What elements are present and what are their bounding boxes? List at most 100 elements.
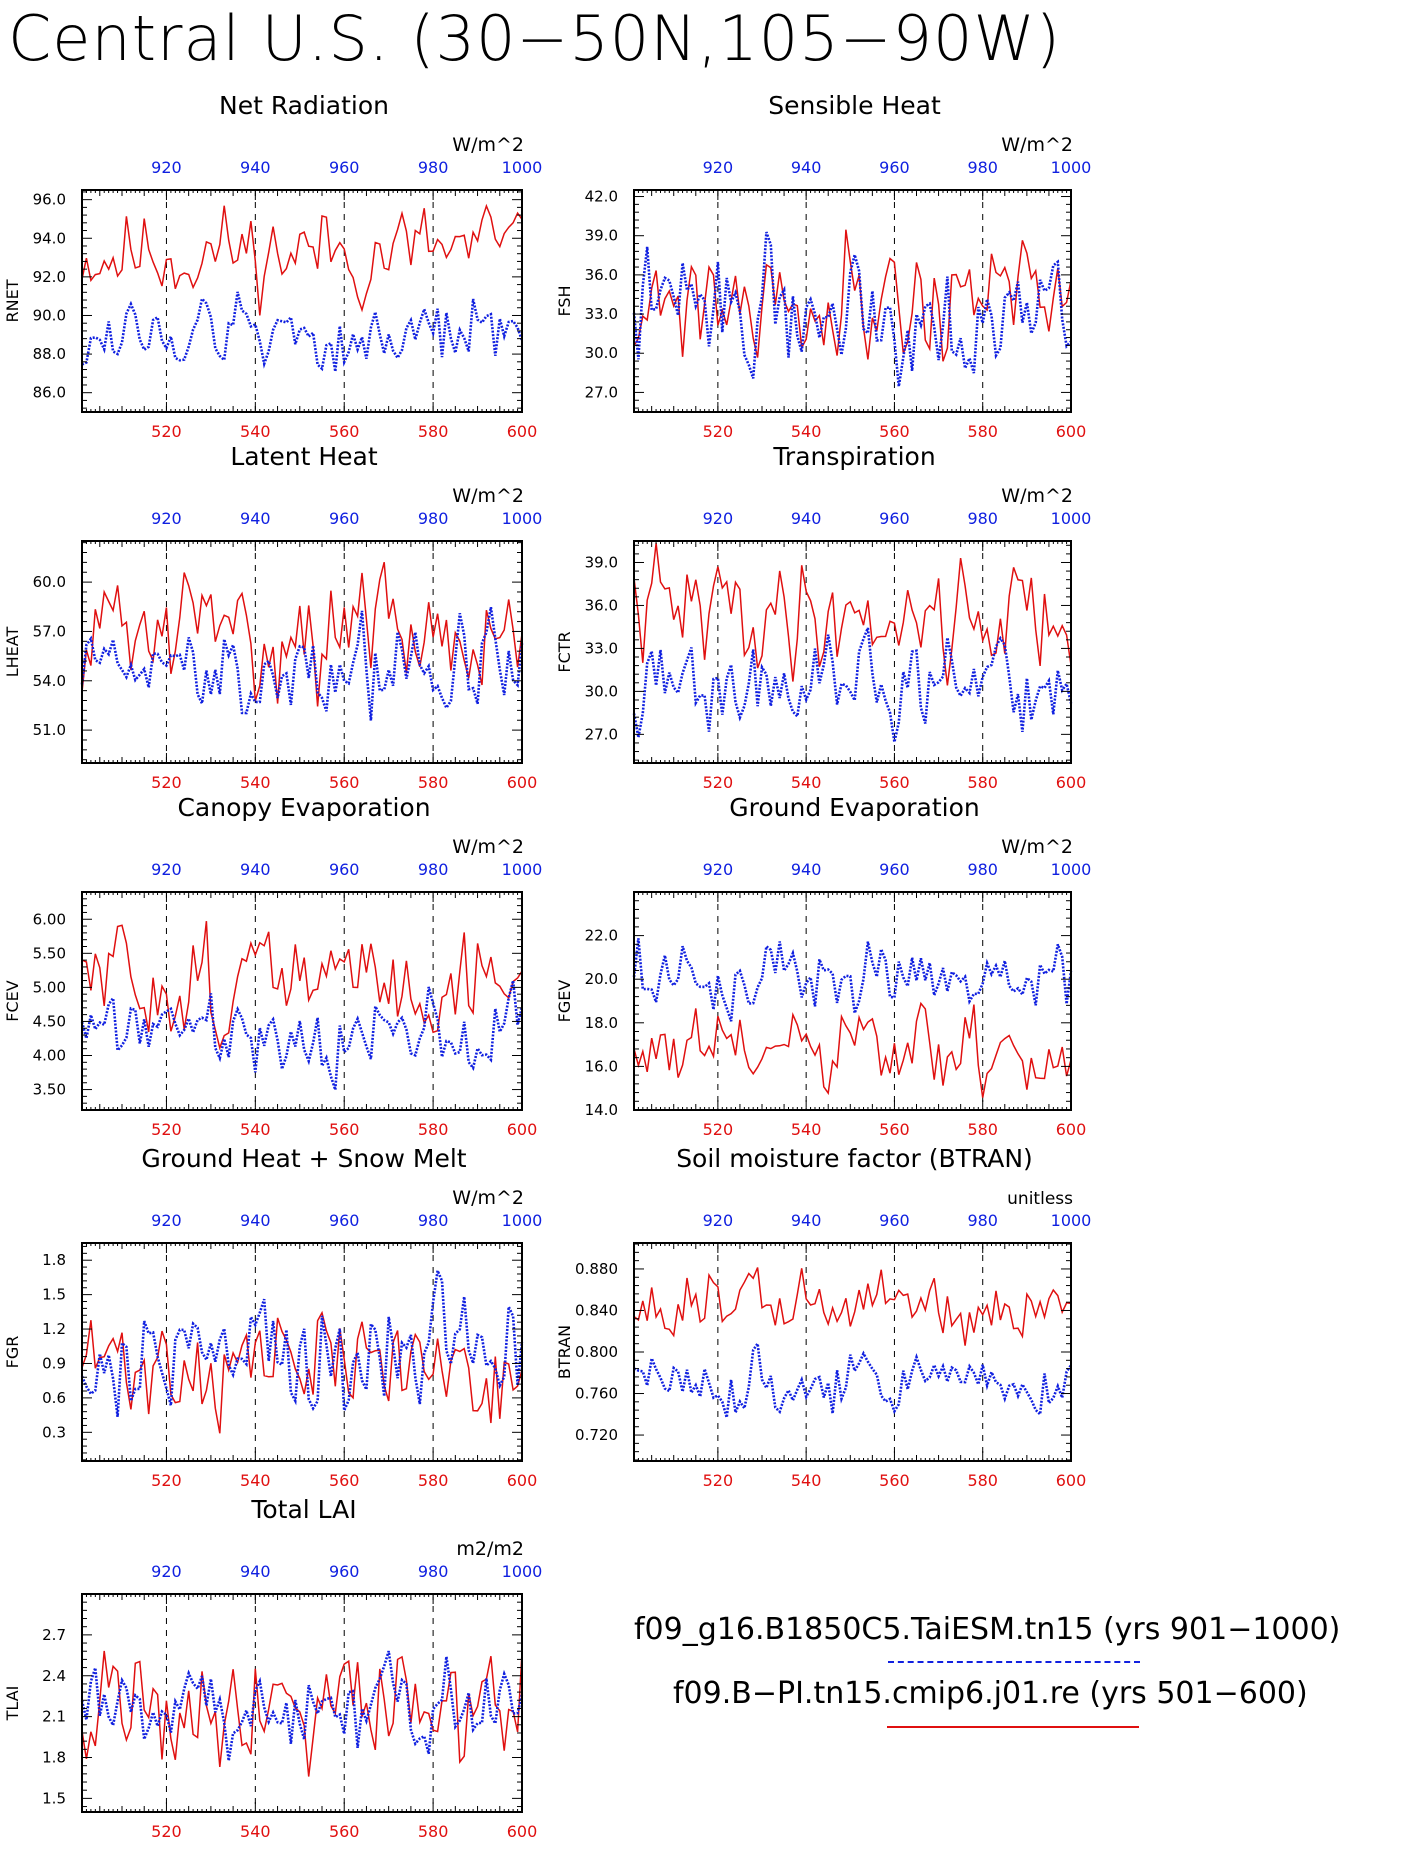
x-tick-label-top: 940 (791, 860, 822, 879)
units-label: W/m^2 (1001, 134, 1073, 156)
plot-frame (633, 189, 1072, 413)
panel-title: Soil moisture factor (BTRAN) (676, 1144, 1033, 1173)
y-tick-label: 0.720 (575, 1426, 618, 1444)
x-tick-label-top: 940 (240, 1562, 271, 1581)
y-tick-label: 0.800 (575, 1343, 618, 1361)
y-tick-label: 5.50 (33, 944, 66, 962)
x-tick-label-bottom: 560 (879, 422, 910, 441)
plot-frame (81, 540, 523, 764)
x-tick-label-bottom: 520 (151, 422, 182, 441)
x-tick-label-bottom: 580 (418, 1822, 449, 1841)
y-tick-label: 1.2 (42, 1320, 66, 1338)
panel-fsh: Sensible Heat W/m^2 520 540 560 580 600 920 940 9… (555, 91, 1091, 441)
y-tick-label: 1.8 (42, 1749, 66, 1767)
x-tick-label-bottom: 580 (418, 422, 449, 441)
y-tick-label: 18.0 (585, 1014, 618, 1032)
y-axis-label: RNET (3, 279, 22, 322)
y-tick-label: 2.1 (42, 1708, 66, 1726)
panel-btran: Soil moisture factor (BTRAN) unitless 520 5… (555, 1144, 1091, 1490)
x-tick-label-top: 960 (329, 860, 360, 879)
x-tick-label-bottom: 600 (507, 773, 538, 792)
x-tick-label-top: 1000 (1051, 509, 1092, 528)
x-tick-label-top: 980 (418, 509, 449, 528)
y-tick-label: 20.0 (585, 970, 618, 988)
y-axis-label: FGEV (555, 980, 574, 1023)
series-line-red (633, 1267, 1072, 1346)
x-tick-label-bottom: 580 (418, 1120, 449, 1139)
x-tick-label-bottom: 560 (329, 773, 360, 792)
y-tick-label: 94.0 (33, 229, 66, 247)
series-line-blue (632, 627, 1073, 743)
y-tick-label: 33.0 (585, 639, 618, 657)
main-title: Central U.S. (30−50N,105−90W) (8, 2, 1061, 75)
panel-title: Ground Evaporation (729, 793, 979, 822)
legend-swatch-taiesm (888, 1661, 1140, 1663)
y-tick-label: 57.0 (33, 622, 66, 640)
x-tick-label-top: 960 (879, 509, 910, 528)
y-tick-label: 36.0 (585, 266, 618, 284)
series-line-red (633, 229, 1072, 362)
x-tick-label-top: 960 (879, 158, 910, 177)
x-tick-label-top: 980 (418, 158, 449, 177)
x-tick-label-top: 1000 (502, 1211, 543, 1230)
legend-label-cmip6: f09.B−PI.tn15.cmip6.j01.re (yrs 501−600) (673, 1676, 1308, 1711)
x-tick-label-bottom: 540 (240, 1120, 271, 1139)
x-tick-label-bottom: 540 (240, 1471, 271, 1490)
y-axis-label: LHEAT (3, 627, 22, 678)
series-line-red (81, 921, 523, 1051)
x-tick-label-bottom: 520 (703, 422, 734, 441)
x-tick-label-bottom: 600 (1056, 1120, 1087, 1139)
x-tick-label-bottom: 600 (507, 422, 538, 441)
y-tick-label: 4.50 (33, 1012, 66, 1030)
x-tick-label-top: 940 (791, 158, 822, 177)
y-tick-label: 16.0 (585, 1057, 618, 1075)
x-tick-label-bottom: 540 (791, 1471, 822, 1490)
units-label: unitless (1007, 1189, 1073, 1209)
x-tick-label-bottom: 600 (1056, 773, 1087, 792)
panel-title: Transpiration (772, 442, 935, 471)
x-tick-label-top: 940 (791, 509, 822, 528)
y-tick-label: 36.0 (585, 596, 618, 614)
units-label: W/m^2 (1001, 836, 1073, 858)
x-tick-label-top: 1000 (1051, 1211, 1092, 1230)
series-line-red (633, 1001, 1072, 1098)
x-tick-label-top: 920 (703, 158, 734, 177)
x-tick-label-bottom: 580 (418, 773, 449, 792)
y-tick-label: 4.00 (33, 1047, 66, 1065)
y-tick-label: 92.0 (33, 268, 66, 286)
series-line-red (81, 203, 523, 316)
y-axis-label: FCTR (555, 631, 574, 672)
panel-title: Net Radiation (219, 91, 389, 120)
x-tick-label-top: 940 (240, 158, 271, 177)
x-tick-label-top: 1000 (502, 860, 543, 879)
y-tick-label: 27.0 (585, 383, 618, 401)
y-tick-label: 0.760 (575, 1385, 618, 1403)
x-tick-label-top: 1000 (502, 158, 543, 177)
x-tick-label-top: 980 (967, 158, 998, 177)
panel-fgev: Ground Evaporation W/m^2 520 540 560 580 600 92… (555, 793, 1091, 1139)
x-tick-label-top: 980 (418, 860, 449, 879)
series-line-blue (80, 1265, 524, 1417)
series-line-red (633, 543, 1072, 686)
panel-tlai: Total LAI m2/m2 520 540 560 580 600 920 940 960 98… (3, 1495, 542, 1841)
x-tick-label-top: 960 (329, 509, 360, 528)
plot-frame (81, 189, 523, 413)
units-label: W/m^2 (452, 134, 524, 156)
units-label: W/m^2 (1001, 485, 1073, 507)
x-tick-label-top: 940 (240, 1211, 271, 1230)
x-tick-label-bottom: 540 (791, 1120, 822, 1139)
panel-fgr: Ground Heat + Snow Melt W/m^2 520 540 560 580… (3, 1144, 542, 1490)
x-tick-label-bottom: 580 (967, 773, 998, 792)
series-line-blue (632, 231, 1072, 387)
y-tick-label: 42.0 (585, 188, 618, 206)
y-tick-label: 1.5 (42, 1286, 66, 1304)
y-tick-label: 30.0 (585, 682, 618, 700)
x-tick-label-bottom: 580 (967, 1120, 998, 1139)
x-tick-label-bottom: 520 (151, 1822, 182, 1841)
y-tick-label: 88.0 (33, 345, 66, 363)
x-tick-label-bottom: 560 (329, 1120, 360, 1139)
x-tick-label-top: 940 (791, 1211, 822, 1230)
y-tick-label: 54.0 (33, 672, 66, 690)
x-tick-label-bottom: 520 (151, 1120, 182, 1139)
